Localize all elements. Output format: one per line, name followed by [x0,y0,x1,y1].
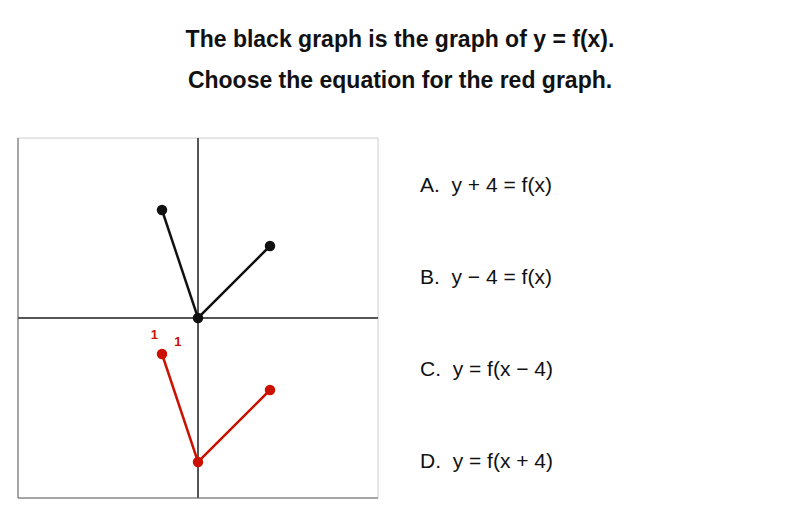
svg-text:1: 1 [151,327,158,342]
html-text:B. y − 4 = f(x): B. y − 4 = f(x) [420,265,552,288]
html-text:Choose the equation for the re: Choose the equation for the red graph. [187,67,613,93]
html-text:D. y = f(x + 4): D. y = f(x + 4) [420,449,553,472]
html-text:The black graph is the graph o: The black graph is the graph of y = f(x)… [185,26,615,52]
html-text:A. y + 4 = f(x): A. y + 4 = f(x) [420,173,552,196]
html-text:C. y = f(x − 4): C. y = f(x − 4) [420,357,553,380]
svg-text:1: 1 [174,334,181,349]
